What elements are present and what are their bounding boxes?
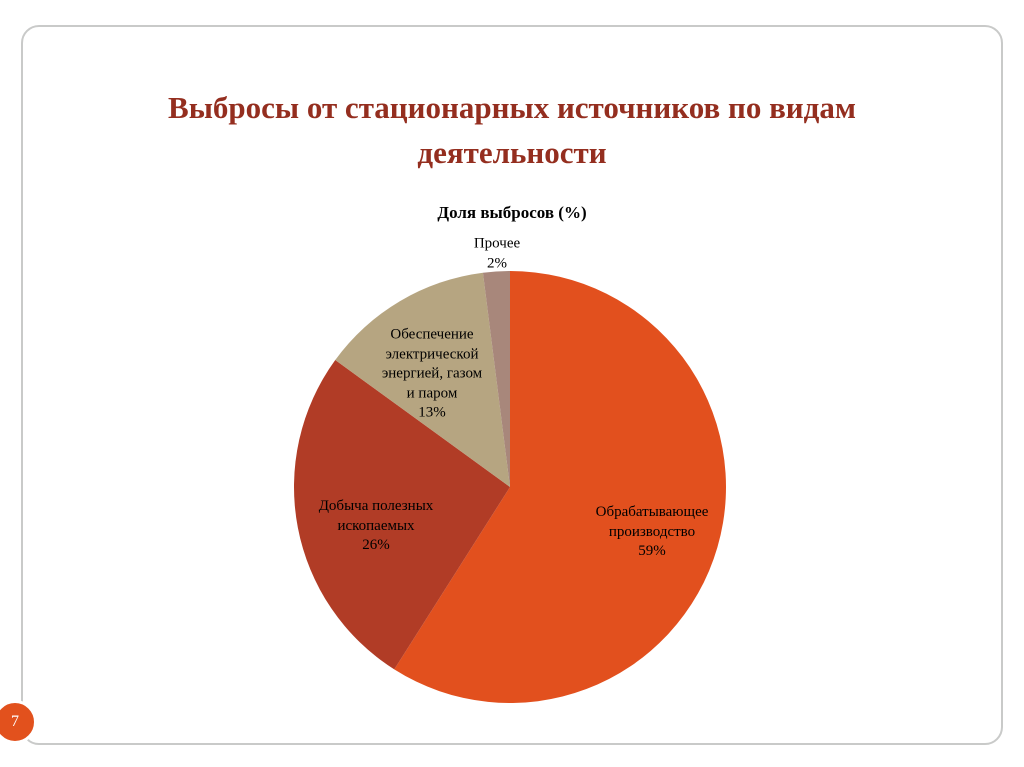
page-number: 7 (11, 713, 19, 730)
pie-chart (293, 270, 727, 704)
pie-slice-0 (394, 271, 726, 703)
pie-chart-svg (293, 271, 726, 703)
page-number-badge: 7 (0, 700, 37, 744)
pie-label-mining: Добыча полезных ископаемых 26% (318, 497, 434, 553)
slide-title: Выбросы от стационарных источников по ви… (168, 90, 856, 170)
pie-slice-1 (293, 360, 510, 670)
chart-title: Доля выбросов (%) (437, 203, 587, 222)
pie-label-manufacturing: Обрабатывающее производство 59% (595, 503, 709, 559)
pie-slice-3 (482, 271, 510, 487)
pie-slice-2 (335, 272, 510, 487)
pie-label-energy-supply: Обеспечение электрической энергией, газо… (381, 326, 483, 421)
pie-label-other: Прочее 2% (473, 235, 521, 272)
